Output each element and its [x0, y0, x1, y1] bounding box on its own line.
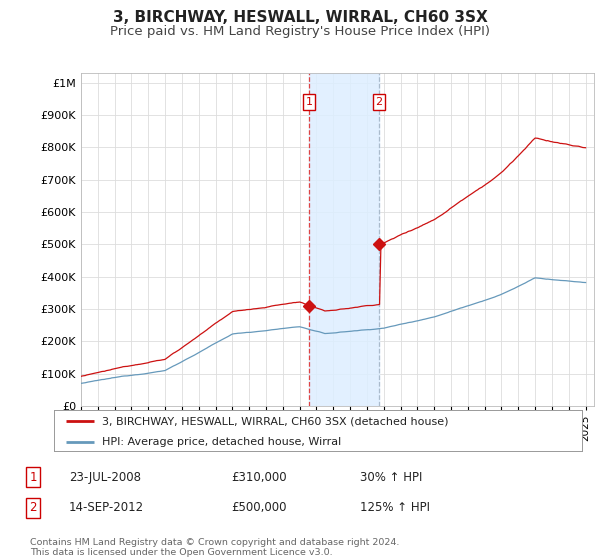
Text: 125% ↑ HPI: 125% ↑ HPI: [360, 501, 430, 515]
Text: 3, BIRCHWAY, HESWALL, WIRRAL, CH60 3SX (detached house): 3, BIRCHWAY, HESWALL, WIRRAL, CH60 3SX (…: [101, 417, 448, 426]
Text: Contains HM Land Registry data © Crown copyright and database right 2024.
This d: Contains HM Land Registry data © Crown c…: [30, 538, 400, 557]
Bar: [309, 73, 379, 406]
Text: 23-JUL-2008: 23-JUL-2008: [69, 470, 141, 484]
Text: 14-SEP-2012: 14-SEP-2012: [69, 501, 144, 515]
Text: 2: 2: [29, 501, 37, 515]
Text: Price paid vs. HM Land Registry's House Price Index (HPI): Price paid vs. HM Land Registry's House …: [110, 25, 490, 38]
Text: 30% ↑ HPI: 30% ↑ HPI: [360, 470, 422, 484]
Text: £500,000: £500,000: [231, 501, 287, 515]
Text: 2: 2: [376, 97, 382, 107]
Text: £310,000: £310,000: [231, 470, 287, 484]
Text: HPI: Average price, detached house, Wirral: HPI: Average price, detached house, Wirr…: [101, 437, 341, 447]
Text: 1: 1: [305, 97, 313, 107]
Text: 3, BIRCHWAY, HESWALL, WIRRAL, CH60 3SX: 3, BIRCHWAY, HESWALL, WIRRAL, CH60 3SX: [113, 10, 487, 25]
Text: 1: 1: [29, 470, 37, 484]
